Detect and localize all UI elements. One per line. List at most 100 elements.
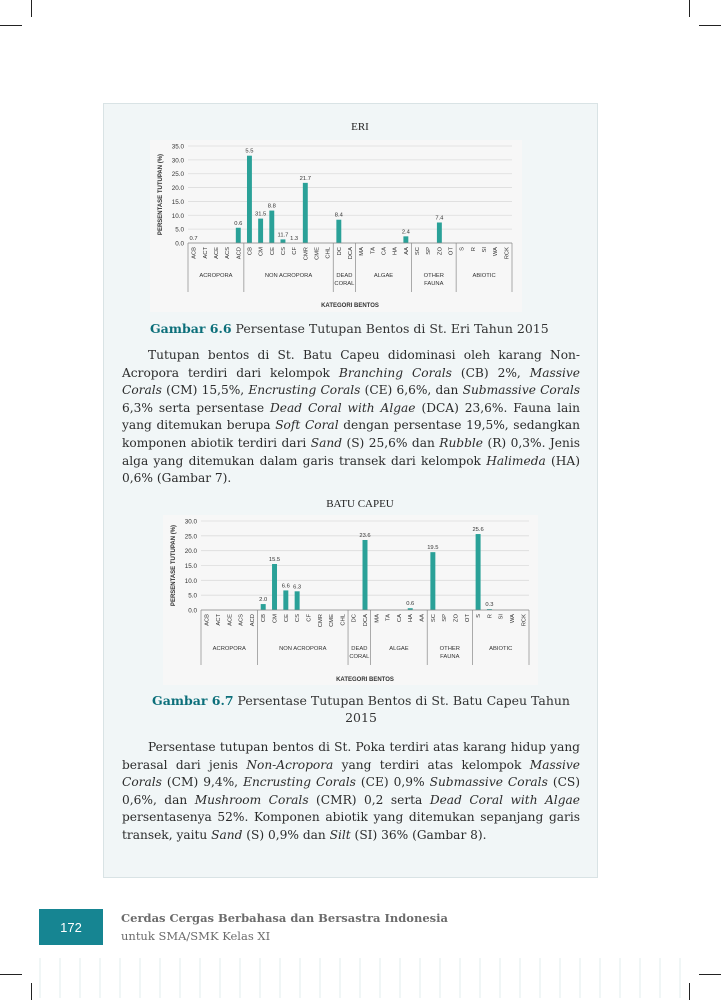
x-tick-label: ACS	[239, 614, 245, 626]
italic-term: Sand	[310, 435, 343, 450]
bar	[436, 222, 442, 243]
x-tick-label: S	[476, 614, 482, 618]
italic-term: Encrusting Corals	[248, 383, 361, 398]
group-label: ACROPORA	[213, 646, 246, 652]
x-tick-label: OT	[465, 614, 471, 623]
x-tick-label: MA	[374, 614, 380, 623]
paragraph-text: yang terdiri atas kelompok	[333, 757, 530, 772]
x-tick-label: CMR	[318, 614, 324, 627]
data-label: 6.6	[282, 583, 290, 589]
book-title: Cerdas Cergas Berbahasa dan Bersastra In…	[121, 911, 448, 925]
x-tick-label: SC	[415, 247, 421, 255]
crop-mark	[0, 974, 22, 975]
chart-svg: 30.0 25.0 20.0 15.0 10.0 5.0 0.0 PERSENTASE TUT…	[171, 519, 530, 683]
group-label: NON ACROPORA	[279, 646, 326, 652]
bar	[475, 534, 481, 610]
data-label: 8.4	[335, 213, 344, 219]
paragraph-text: (CM) 15,5%,	[161, 383, 249, 398]
data-label: 6.3	[293, 584, 301, 590]
paragraph-text: (CB) 2%,	[451, 365, 530, 380]
x-tick-label: CHL	[326, 246, 332, 258]
italic-term: Submassive Corals	[462, 383, 581, 398]
x-tick-label: WA	[493, 247, 499, 256]
x-tick-label: CB	[261, 614, 267, 622]
group-label: ACROPORA	[199, 273, 232, 279]
x-tick-label: S	[460, 247, 466, 251]
x-tick-label: R	[487, 614, 493, 618]
data-label: 31.5	[255, 212, 266, 218]
x-tick-label: SI	[499, 614, 505, 620]
x-tick-label: TA	[370, 247, 376, 254]
italic-term: Silt	[329, 827, 351, 842]
x-tick-label: TA	[386, 614, 392, 621]
bar	[362, 539, 368, 610]
x-tick-label: CF	[292, 247, 298, 255]
paragraph-text: 6,3% serta persentase	[122, 400, 270, 415]
group-label: ALGAE	[374, 273, 393, 279]
y-tick-label: 30.0	[172, 157, 185, 164]
x-tick-label: ZO	[453, 614, 459, 623]
y-axis-label: PERSENTASE TUTUPAN (%)	[171, 525, 177, 606]
group-label: DEAD	[336, 273, 352, 279]
data-label: 1.3	[290, 236, 298, 242]
crop-mark	[689, 0, 690, 17]
group-label: ABIOTIC	[472, 273, 495, 279]
data-label: 21.7	[300, 176, 311, 182]
caption-label: Gambar 6.7	[152, 693, 234, 708]
bar	[260, 604, 266, 610]
italic-term: Massive Corals	[122, 365, 580, 398]
y-tick-label: 15.0	[172, 199, 185, 206]
paragraph-text: (CE) 0,9%	[355, 775, 430, 790]
y-tick-label: 0.0	[175, 241, 184, 248]
x-tick-label: R	[471, 247, 477, 251]
y-tick-label: 10.0	[172, 213, 185, 220]
crop-mark	[689, 983, 690, 1000]
bar	[280, 239, 286, 243]
italic-term: Dead Coral with Algae	[269, 400, 416, 415]
x-tick-label: ACB	[205, 614, 211, 626]
group-label: CORAL	[349, 654, 370, 660]
x-tick-label: OT	[449, 247, 455, 256]
x-tick-label: ACD	[250, 614, 256, 626]
italic-term: Submassive Corals	[429, 775, 548, 790]
group-label: ALGAE	[389, 646, 408, 652]
x-tick-label: DCA	[348, 247, 354, 259]
x-tick-label: MA	[359, 247, 365, 256]
bar	[246, 155, 252, 243]
y-tick-label: 10.0	[185, 578, 198, 585]
x-tick-label: CHL	[340, 613, 346, 625]
caption-label: Gambar 6.6	[150, 321, 232, 336]
x-tick-label: ACD	[236, 247, 242, 259]
x-tick-label: AA	[420, 614, 426, 622]
x-tick-label: SP	[426, 247, 432, 255]
x-tick-label: ACT	[203, 247, 209, 259]
paragraph-text: Persentase tutupan bentos di St. Poka te…	[122, 740, 580, 772]
x-tick-label: ZO	[437, 247, 443, 256]
footer-decoration	[39, 958, 681, 998]
x-tick-label: ACE	[227, 614, 233, 626]
data-label: 19.5	[427, 545, 438, 551]
paragraph-text: (CMR) 0,2 serta	[308, 792, 430, 807]
caption-text: 2015	[345, 710, 377, 725]
group-label: DEAD	[351, 646, 367, 652]
x-tick-label: CS	[295, 614, 301, 622]
x-tick-label: ACB	[192, 247, 198, 259]
x-tick-label: CB	[247, 247, 253, 255]
y-tick-label: 30.0	[185, 519, 198, 526]
x-tick-label: CE	[284, 614, 290, 622]
italic-term: Sand	[211, 827, 243, 842]
italic-term: Rubble	[439, 435, 484, 450]
crop-mark	[31, 983, 32, 1000]
data-label: 11.7	[278, 232, 289, 238]
x-tick-label: ACS	[225, 247, 231, 259]
paragraph-text: (CM) 9,4%,	[161, 775, 244, 790]
italic-term: Branching Corals	[338, 365, 452, 380]
x-tick-label: CME	[329, 614, 335, 627]
caption-text: Persentase Tutupan Bentos di St. Eri Tah…	[231, 321, 549, 336]
data-label: 0.6	[406, 601, 414, 607]
x-tick-label: ACE	[214, 247, 220, 259]
chart-title: BATU CAPEU	[326, 498, 394, 510]
paragraph-text: (S) 0,9% dan	[242, 827, 330, 842]
group-label: FAUNA	[424, 281, 443, 287]
crop-mark	[699, 25, 721, 26]
